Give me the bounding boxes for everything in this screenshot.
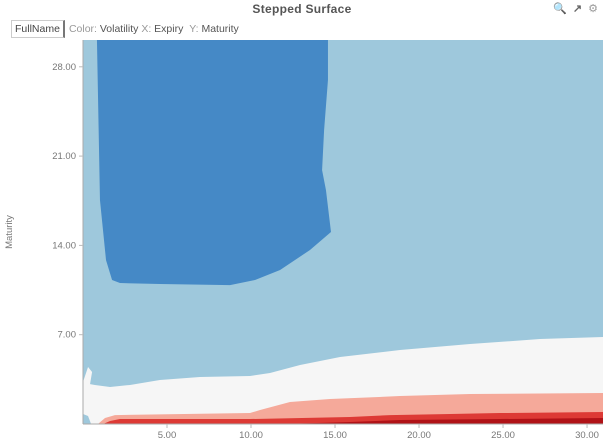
- zoom-out-icon[interactable]: 🔍: [553, 3, 567, 15]
- y-key: Y:: [189, 23, 199, 35]
- x-key: X:: [141, 23, 152, 35]
- toolbar: 🔍 ↗ ⚙: [553, 2, 598, 15]
- legend-bar: FullName Color: Volatility X: Expiry Y: …: [11, 20, 239, 38]
- region-light-blue-patch: [83, 414, 92, 424]
- x-tick-label: 25.00: [491, 430, 515, 441]
- x-tick-label: 15.00: [323, 430, 347, 441]
- x-tick-label: 10.00: [239, 430, 263, 441]
- x-tick-label: 5.00: [158, 430, 177, 441]
- x-tick-label: 20.00: [407, 430, 431, 441]
- fullname-button[interactable]: FullName: [11, 20, 65, 38]
- x-tick-label: 30.00: [575, 430, 599, 441]
- color-value: Volatility: [99, 23, 139, 35]
- y-tick-label: 7.00: [58, 330, 77, 341]
- color-key: Color:: [68, 23, 97, 35]
- y-tick-label: 28.00: [52, 62, 76, 73]
- x-value: Expiry: [154, 23, 184, 35]
- region-dark-blue: [96, 40, 331, 286]
- y-tick-label: 14.00: [52, 240, 76, 251]
- y-axis-label: Maturity: [4, 215, 15, 249]
- y-tick-label: 21.00: [52, 151, 76, 162]
- y-value: Maturity: [201, 23, 239, 35]
- gear-icon[interactable]: ⚙: [588, 3, 598, 15]
- popout-icon[interactable]: ↗: [572, 3, 583, 15]
- chart-title: Stepped Surface: [252, 2, 352, 16]
- region-dark-red: [284, 418, 603, 424]
